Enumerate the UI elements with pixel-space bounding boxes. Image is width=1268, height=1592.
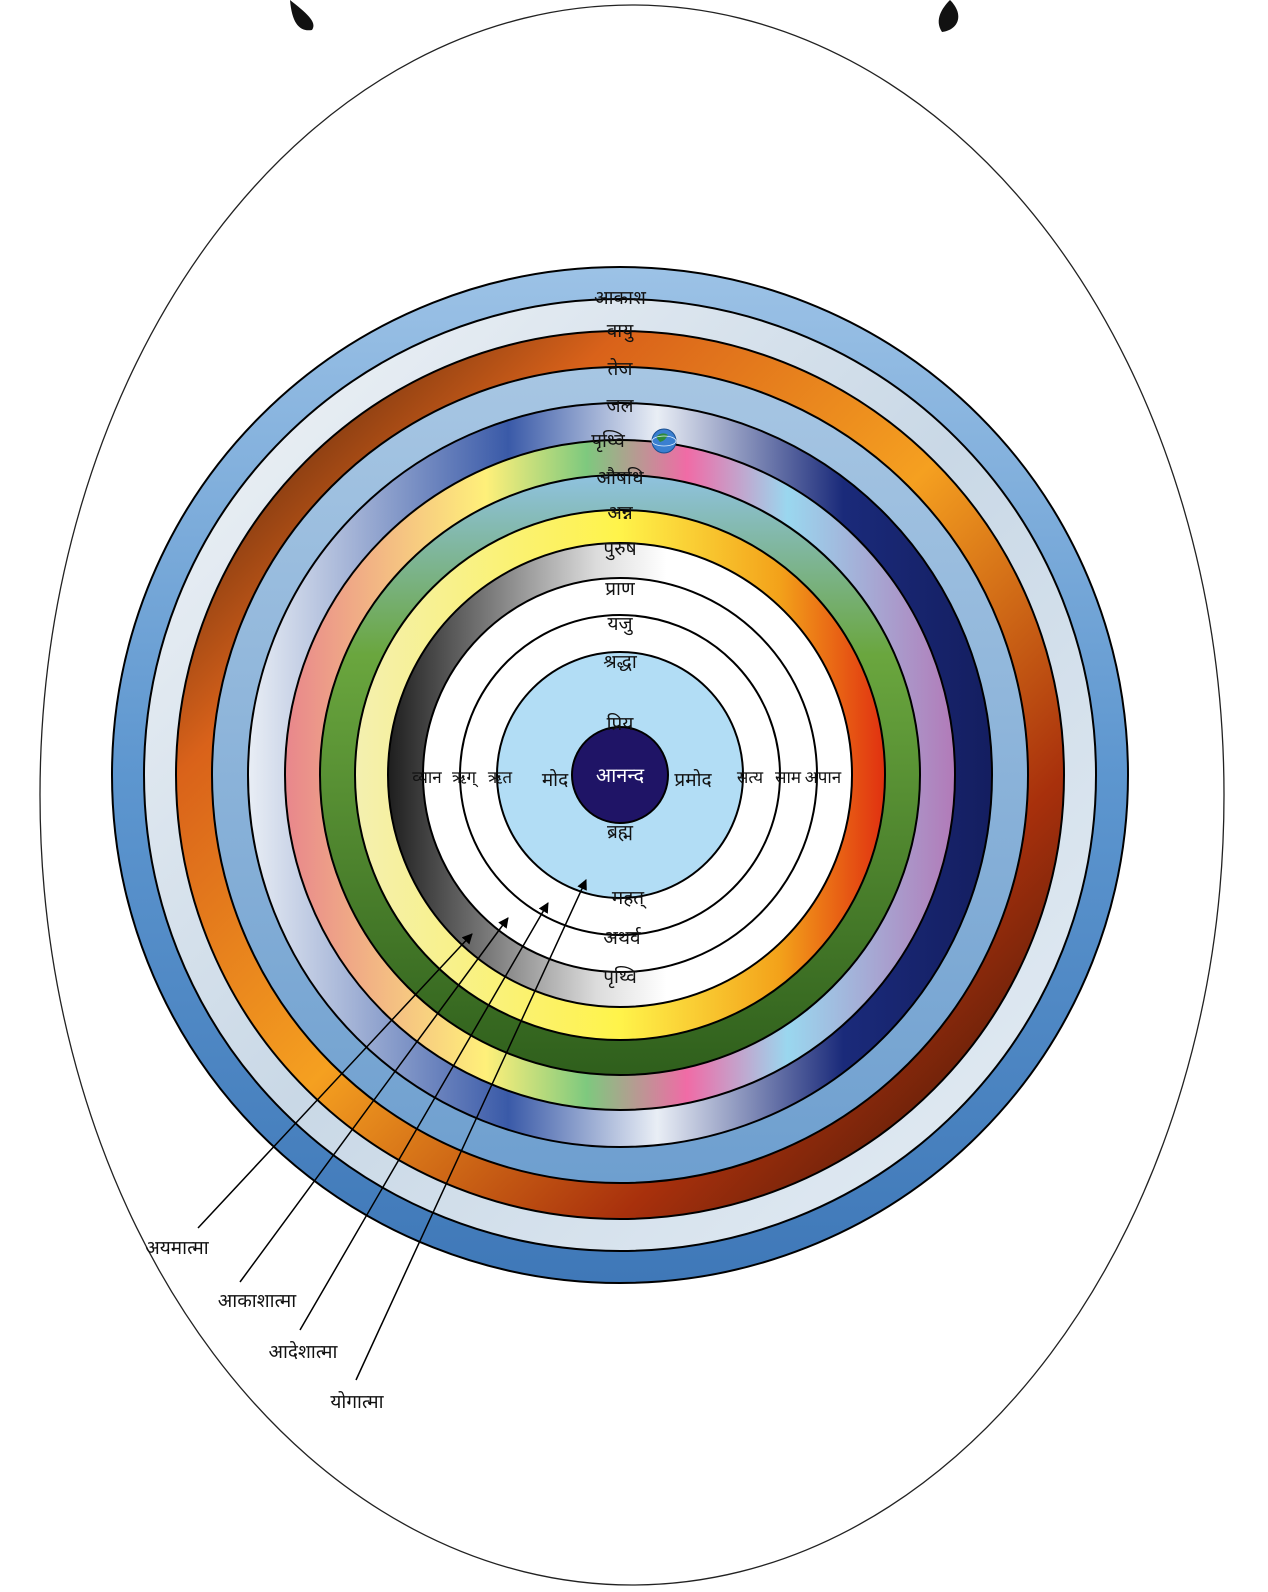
- label-prana: प्राण: [605, 578, 635, 600]
- lower-ring-labels: महत् अथर्व पृथ्वि: [603, 887, 647, 989]
- callout-adeshatma: आदेशात्मा: [269, 1340, 339, 1363]
- callout-ayamatma: अयमात्मा: [145, 1237, 210, 1259]
- label-satya: सत्य: [737, 768, 764, 788]
- label-priya: प्रिय: [607, 712, 635, 735]
- ring-labels-top: आकाश वायु तेज जल पृथ्वि औषधि अन्न पुरुष …: [591, 287, 677, 735]
- ring-stack: [111, 266, 1129, 1284]
- heading-fragment-left: [290, 0, 314, 31]
- label-anna: अन्न: [607, 502, 634, 524]
- label-prithvi-bottom: पृथ्वि: [603, 965, 637, 989]
- label-shraddha: श्रद्धा: [603, 651, 638, 673]
- arrow-adeshatma: [299, 902, 549, 1331]
- label-prithvi-top: पृथ्वि: [591, 429, 625, 453]
- callout-arrows: [197, 879, 587, 1381]
- arrow-ayamatma: [197, 933, 473, 1229]
- label-aushadhi: औषधि: [596, 466, 643, 489]
- callout-yogatma: योगात्मा: [330, 1390, 384, 1413]
- label-sama: साम: [775, 768, 802, 788]
- heading-fragment-right: [938, 0, 959, 32]
- label-mod: मोद: [542, 768, 569, 791]
- label-ananda: आनन्द: [596, 763, 645, 787]
- label-atharva: अथर्व: [603, 926, 641, 949]
- label-brahma: ब्रह्म: [607, 821, 634, 843]
- callout-labels: अयमात्मा आकाशात्मा आदेशात्मा योगात्मा: [145, 1237, 384, 1413]
- label-tej: तेज: [608, 357, 634, 380]
- label-jal: जल: [607, 395, 635, 417]
- label-mahat: महत्: [612, 887, 647, 909]
- label-purusha: पुरुष: [603, 538, 637, 561]
- ring-ananda: [571, 726, 669, 824]
- right-side-labels: सत्य साम अपान: [737, 768, 842, 788]
- center-row-labels: आनन्द मोद प्रमोद ब्रह्म: [542, 763, 713, 843]
- label-vayu: वायु: [607, 320, 635, 343]
- globe-icon: [651, 428, 677, 454]
- arrow-yogatma: [355, 879, 587, 1381]
- outer-egg-outline: [39, 4, 1225, 1586]
- callout-akashatma: आकाशात्मा: [218, 1290, 297, 1312]
- arrow-akashatma: [239, 917, 509, 1283]
- label-apana: अपान: [805, 768, 842, 788]
- label-yaju: यजु: [607, 613, 633, 636]
- left-side-labels: व्यान ऋग् ऋत: [412, 768, 512, 788]
- label-rita: ऋत: [488, 768, 513, 788]
- label-vyana: व्यान: [412, 768, 442, 788]
- label-rig: ऋग्: [452, 768, 479, 788]
- label-pramod: प्रमोद: [674, 768, 712, 791]
- label-akasha: आकाश: [594, 287, 647, 309]
